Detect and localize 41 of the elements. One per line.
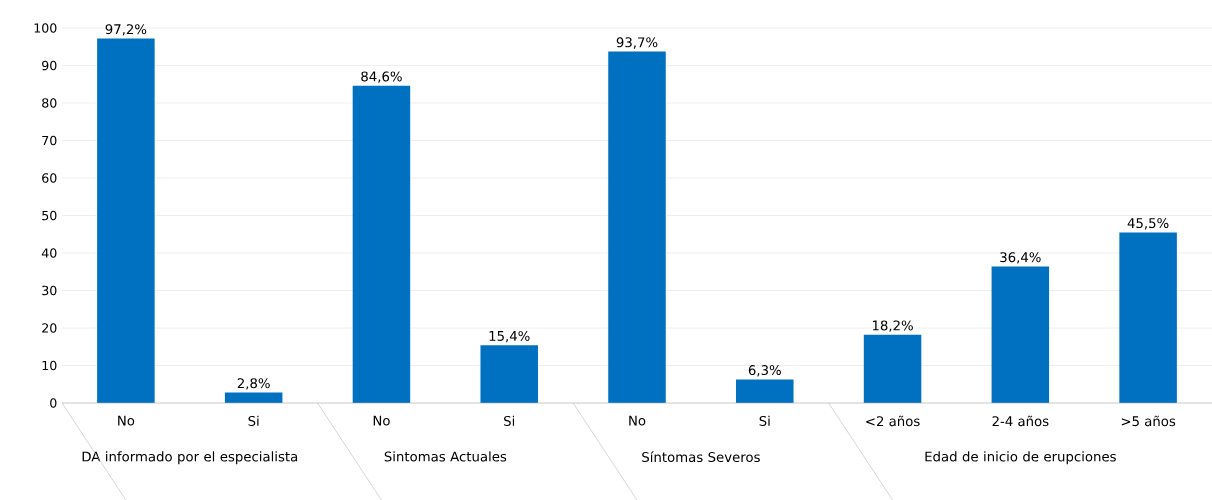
bar	[352, 85, 411, 403]
y-tick-label: 90	[42, 60, 57, 71]
text: DA informado por el especialista	[82, 451, 298, 465]
data-label: 18,2%	[872, 320, 913, 332]
x-tick-label: 2-4 años	[992, 415, 1049, 427]
bar	[1119, 232, 1177, 403]
x-tick-label: Si	[504, 415, 515, 426]
text: Sintomas Actuales	[384, 451, 507, 462]
x-tick-label: Si	[248, 415, 259, 426]
x-tick-label: <2 años	[866, 415, 920, 427]
y-tick-label: 20	[42, 323, 57, 333]
x-tick-label: >5 años	[1121, 415, 1176, 427]
y-tick-label: 40	[41, 248, 57, 258]
y-tick-label: 50	[42, 210, 57, 221]
text: Síntomas Severos	[642, 451, 760, 463]
data-label: 15,4%	[489, 330, 530, 343]
y-tick-label: 60	[42, 173, 57, 183]
data-label: 2,8%	[237, 378, 270, 390]
text: Edad de inicio de erupciones	[925, 451, 1116, 465]
y-tick-label: 30	[42, 285, 57, 296]
x-tick-label: No	[118, 415, 135, 426]
y-tick-label: 80	[42, 98, 57, 108]
bar	[991, 266, 1050, 403]
bar	[863, 334, 922, 403]
data-label: 93,7%	[616, 37, 658, 49]
data-label: 36,4%	[1000, 252, 1041, 264]
y-tick-label: 0	[50, 398, 57, 408]
data-label: 45,5%	[1127, 218, 1169, 230]
data-label: 97,2%	[105, 24, 147, 36]
x-tick-label: No	[373, 415, 390, 426]
x-tick-label: Si	[759, 415, 770, 426]
x-tick-label: No	[629, 415, 646, 426]
y-tick-label: 10	[42, 360, 57, 371]
bar	[736, 379, 794, 403]
data-label: 6,3%	[748, 365, 781, 377]
y-tick-label: 70	[42, 135, 57, 146]
bar	[480, 345, 538, 403]
bar	[97, 38, 155, 403]
data-label: 84,6%	[361, 71, 402, 83]
bar	[608, 51, 666, 403]
y-tick-label: 100	[34, 23, 57, 33]
